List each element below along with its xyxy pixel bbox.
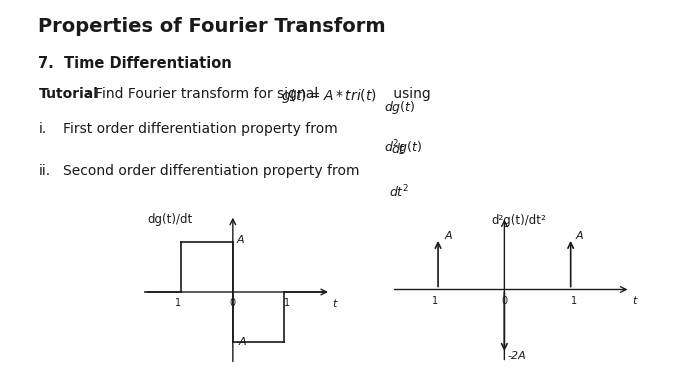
Text: A: A bbox=[576, 231, 584, 241]
Text: Second order differentiation property from: Second order differentiation property fr… bbox=[63, 164, 360, 178]
Text: $t$: $t$ bbox=[631, 294, 638, 306]
Text: 1: 1 bbox=[175, 298, 181, 308]
Text: $dt^2$: $dt^2$ bbox=[389, 184, 409, 201]
Text: : Find Fourier transform for signal: : Find Fourier transform for signal bbox=[86, 87, 323, 101]
Text: Properties of Fourier Transform: Properties of Fourier Transform bbox=[38, 17, 386, 36]
Text: $d^2g(t)$: $d^2g(t)$ bbox=[384, 139, 422, 158]
Text: $g(t) = A * tri(t)$: $g(t) = A * tri(t)$ bbox=[281, 87, 377, 105]
Text: d²g(t)/dt²: d²g(t)/dt² bbox=[491, 215, 546, 227]
Text: -2A: -2A bbox=[508, 351, 526, 361]
Text: i.: i. bbox=[38, 122, 47, 135]
Text: A: A bbox=[237, 235, 244, 245]
Text: First order differentiation property from: First order differentiation property fro… bbox=[63, 122, 337, 135]
Text: ii.: ii. bbox=[38, 164, 50, 178]
Text: $dt$: $dt$ bbox=[391, 142, 406, 156]
Text: A: A bbox=[444, 231, 452, 241]
Text: 1: 1 bbox=[432, 296, 438, 306]
Text: 0: 0 bbox=[501, 296, 508, 306]
Text: 7.  Time Differentiation: 7. Time Differentiation bbox=[38, 56, 232, 71]
Text: using: using bbox=[389, 87, 431, 101]
Text: Tutorial: Tutorial bbox=[38, 87, 99, 101]
Text: 0: 0 bbox=[230, 298, 236, 308]
Text: 1: 1 bbox=[570, 296, 577, 306]
Text: $t$: $t$ bbox=[332, 297, 339, 309]
Text: 1: 1 bbox=[284, 298, 290, 308]
Text: $dg(t)$: $dg(t)$ bbox=[384, 99, 415, 116]
Text: -A: -A bbox=[235, 337, 247, 347]
Text: dg(t)/dt: dg(t)/dt bbox=[148, 213, 193, 226]
